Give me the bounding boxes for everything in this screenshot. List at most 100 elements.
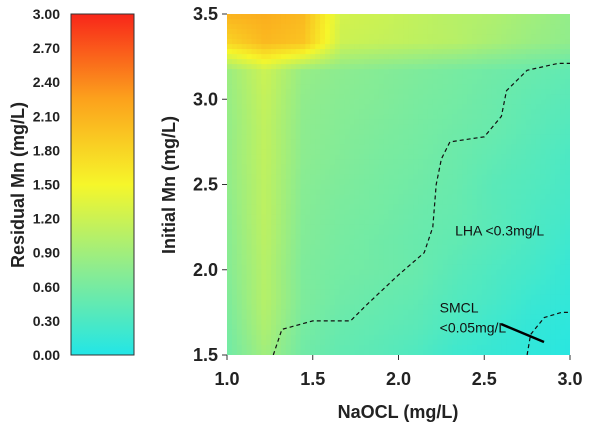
heatmap-cell	[413, 54, 419, 60]
heatmap-cell	[452, 144, 458, 150]
heatmap-cell	[516, 74, 522, 80]
heatmap-cell	[452, 219, 458, 226]
heatmap-cell	[403, 264, 409, 271]
heatmap-cell	[374, 144, 380, 150]
heatmap-cell	[261, 139, 267, 145]
heatmap-cell	[266, 239, 272, 246]
heatmap-cell	[452, 209, 458, 216]
heatmap-cell	[413, 344, 419, 351]
heatmap-cell	[516, 279, 522, 286]
heatmap-cell	[349, 309, 355, 316]
heatmap-cell	[280, 44, 287, 50]
heatmap-cell	[432, 324, 439, 331]
heatmap-cell	[354, 294, 360, 301]
heatmap-cell	[285, 314, 292, 321]
heatmap-cell	[388, 74, 395, 80]
heatmap-cell	[496, 269, 502, 276]
heatmap-cell	[305, 249, 311, 256]
heatmap-cell	[462, 229, 468, 236]
heatmap-cell	[378, 264, 385, 271]
heatmap-cell	[525, 234, 532, 241]
heatmap-cell	[516, 239, 522, 246]
heatmap-cell	[295, 199, 302, 206]
heatmap-cell	[408, 219, 414, 226]
heatmap-cell	[315, 329, 321, 336]
heatmap-cell	[236, 39, 243, 45]
heatmap-cell	[374, 69, 380, 75]
heatmap-cell	[227, 229, 233, 236]
heatmap-cell	[555, 284, 561, 291]
heatmap-cell	[280, 274, 287, 281]
heatmap-cell	[329, 254, 336, 261]
heatmap-cell	[300, 104, 306, 110]
heatmap-cell	[550, 254, 556, 261]
heatmap-cell	[315, 269, 321, 276]
heatmap-cell	[447, 289, 453, 296]
heatmap-cell	[432, 264, 439, 271]
heatmap-cell	[290, 319, 297, 326]
heatmap-cell	[432, 49, 439, 55]
heatmap-cell	[315, 189, 321, 196]
heatmap-cell	[290, 79, 297, 85]
heatmap-cell	[231, 224, 238, 231]
heatmap-cell	[550, 309, 556, 316]
heatmap-cell	[251, 339, 257, 346]
heatmap-cell	[251, 349, 257, 355]
heatmap-cell	[325, 149, 331, 156]
heatmap-cell	[246, 189, 253, 196]
heatmap-cell	[359, 119, 365, 125]
heatmap-cell	[481, 44, 488, 50]
heatmap-cell	[315, 149, 321, 156]
heatmap-cell	[457, 44, 463, 50]
heatmap-cell	[271, 34, 277, 40]
heatmap-cell	[349, 54, 355, 60]
heatmap-cell	[535, 184, 542, 191]
heatmap-cell	[442, 74, 449, 80]
heatmap-cell	[555, 339, 561, 346]
heatmap-cell	[276, 184, 282, 191]
heatmap-cell	[408, 244, 414, 251]
heatmap-cell	[276, 144, 282, 150]
heatmap-cell	[251, 264, 257, 271]
heatmap-cell	[413, 89, 419, 95]
heatmap-cell	[437, 169, 444, 176]
heatmap-cell	[369, 219, 375, 226]
heatmap-cell	[516, 259, 522, 266]
heatmap-cell	[378, 114, 385, 120]
heatmap-cell	[413, 279, 419, 286]
heatmap-cell	[432, 34, 439, 40]
heatmap-cell	[496, 184, 502, 191]
heatmap-cell	[383, 289, 390, 296]
heatmap-cell	[472, 109, 478, 115]
heatmap-cell	[545, 239, 551, 246]
heatmap-cell	[295, 79, 302, 85]
heatmap-cell	[476, 284, 483, 291]
heatmap-cell	[388, 139, 395, 145]
heatmap-cell	[246, 99, 253, 105]
heatmap-cell	[501, 89, 507, 95]
heatmap-cell	[403, 119, 409, 125]
heatmap-cell	[530, 99, 537, 105]
heatmap-cell	[339, 149, 346, 156]
heatmap-cell	[442, 124, 449, 130]
heatmap-cell	[256, 169, 262, 176]
heatmap-cell	[476, 339, 483, 346]
heatmap-cell	[310, 19, 316, 25]
heatmap-cell	[432, 124, 439, 130]
heatmap-cell	[320, 154, 326, 161]
heatmap-cell	[427, 324, 434, 331]
heatmap-cell	[251, 199, 257, 206]
heatmap-cell	[369, 104, 375, 110]
heatmap-cell	[550, 224, 556, 231]
heatmap-cell	[491, 309, 498, 316]
heatmap-cell	[388, 249, 395, 256]
heatmap-cell	[383, 74, 390, 80]
heatmap-cell	[315, 129, 321, 135]
heatmap-cell	[295, 109, 302, 115]
heatmap-cell	[467, 109, 473, 115]
heatmap-cell	[423, 274, 429, 281]
heatmap-cell	[413, 299, 419, 306]
heatmap-cell	[261, 129, 267, 135]
heatmap-cell	[457, 199, 463, 206]
heatmap-cell	[276, 324, 282, 331]
